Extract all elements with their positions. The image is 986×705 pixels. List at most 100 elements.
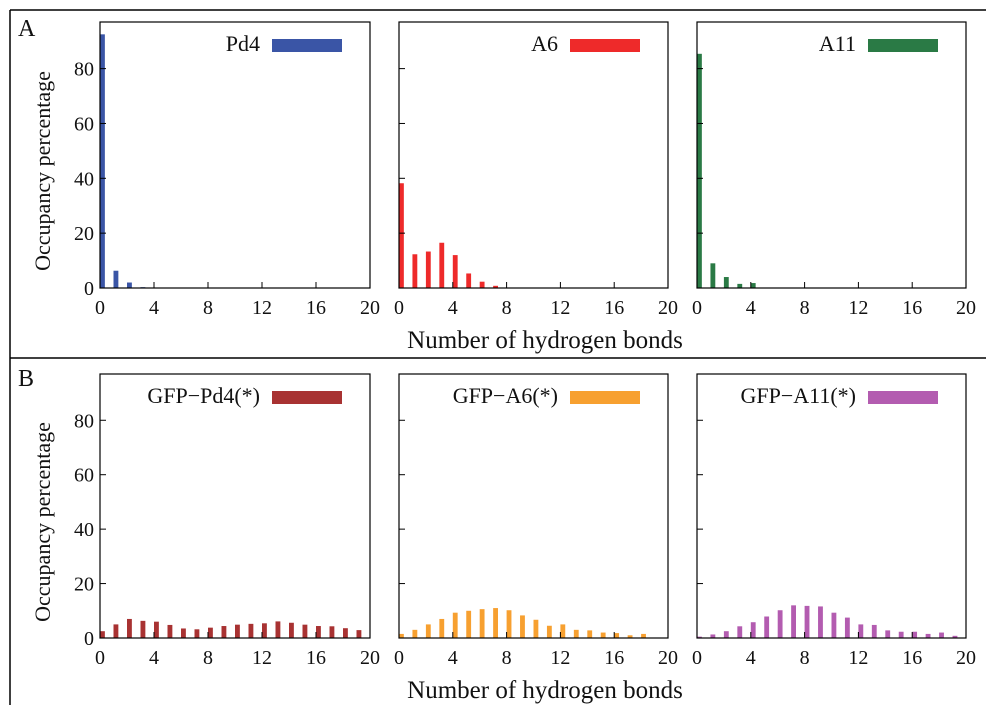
bar-a6-1	[412, 254, 418, 288]
x-tick-label-gfp-a11-0: 0	[692, 647, 702, 669]
bar-gfp-pd4-13	[275, 621, 281, 638]
bar-gfp-a6-15	[600, 632, 606, 638]
bar-gfp-a11-14	[885, 630, 891, 638]
legend-label-pd4: Pd4	[226, 31, 260, 56]
legend-label-a11: A11	[819, 31, 856, 56]
bar-gfp-pd4-15	[302, 624, 308, 638]
x-tick-label-a11-20: 20	[956, 297, 976, 319]
legend-swatch-a6	[570, 39, 640, 52]
y-tick-label-pd4-20: 20	[74, 223, 94, 245]
chart-a6: 0 4 8 12 16 20 A6	[394, 21, 678, 319]
plot-frame-gfp-pd4	[99, 373, 371, 639]
bar-gfp-a11-8	[804, 605, 810, 638]
bar-gfp-a6-7	[493, 608, 498, 638]
x-tick-label-gfp-a6-16: 16	[604, 647, 624, 669]
bar-a11-1	[710, 263, 716, 288]
x-tick-label-gfp-a11-4: 4	[746, 647, 756, 669]
bar-gfp-pd4-2	[127, 618, 132, 638]
plot-frame-a11	[696, 21, 967, 289]
legend-swatch-gfp-a6	[570, 391, 640, 404]
bar-gfp-a11-3	[737, 626, 743, 638]
chart-a11: 0 4 8 12 16 20 A11	[692, 21, 976, 319]
bar-gfp-a11-15	[898, 631, 904, 638]
bar-gfp-a6-10	[533, 619, 539, 638]
legend-label-a6: A6	[531, 31, 558, 56]
bar-gfp-a6-12	[560, 624, 566, 638]
x-tick-label-pd4-4: 4	[149, 297, 159, 319]
bar-a11-2	[723, 277, 729, 288]
bar-gfp-pd4-16	[316, 626, 321, 638]
bar-a11-0	[697, 53, 702, 289]
bar-gfp-pd4-14	[289, 622, 294, 638]
bar-gfp-a11-0	[697, 636, 702, 638]
bar-gfp-a6-6	[479, 609, 485, 638]
x-tick-label-gfp-a11-12: 12	[848, 647, 868, 669]
chart-gfp-a6: 0 4 8 12 16 20 GFP−A6(*)	[394, 373, 678, 669]
legend-swatch-a11	[868, 39, 938, 52]
bar-gfp-a11-19	[952, 635, 958, 638]
bar-gfp-a6-14	[587, 630, 593, 638]
y-tick-label-gfp-pd4-20: 20	[74, 574, 94, 596]
bar-a6-5	[466, 273, 472, 288]
bar-gfp-a11-5	[764, 616, 770, 638]
bar-gfp-a6-3	[439, 618, 445, 638]
bar-gfp-pd4-1	[113, 624, 119, 638]
bar-a6-2	[425, 251, 431, 288]
legend-swatch-pd4	[272, 39, 342, 52]
bar-gfp-pd4-4	[154, 621, 159, 638]
bar-gfp-a6-8	[506, 610, 512, 638]
x-tick-label-a11-16: 16	[902, 297, 922, 319]
x-axis-label-a: Number of hydrogen bonds	[407, 327, 683, 354]
bar-pd4-2	[127, 282, 132, 288]
panel-letter-b: B	[18, 366, 34, 392]
panel-letter-a: A	[18, 16, 36, 42]
bar-gfp-a11-10	[831, 612, 837, 638]
bar-gfp-pd4-19	[356, 630, 362, 638]
x-tick-label-gfp-a11-16: 16	[902, 647, 922, 669]
x-tick-label-gfp-a6-8: 8	[502, 647, 512, 669]
bar-gfp-a6-13	[573, 629, 579, 638]
legend-label-gfp-a11: GFP−A11(*)	[741, 383, 857, 408]
bar-gfp-a11-16	[912, 631, 918, 638]
bar-gfp-pd4-0	[100, 631, 105, 638]
legend-swatch-gfp-pd4	[272, 391, 342, 404]
bar-gfp-pd4-18	[343, 628, 348, 638]
x-tick-label-gfp-a11-8: 8	[800, 647, 810, 669]
x-tick-label-gfp-pd4-16: 16	[306, 647, 326, 669]
bar-gfp-a11-4	[750, 622, 756, 638]
y-tick-label-pd4-80: 80	[74, 59, 94, 81]
x-tick-label-gfp-pd4-4: 4	[149, 647, 159, 669]
bar-gfp-a6-16	[614, 633, 620, 638]
bar-gfp-pd4-5	[167, 624, 173, 638]
y-axis-label-a: Occupancy percentage	[30, 71, 55, 271]
bar-a11-3	[737, 283, 743, 288]
bar-a6-6	[479, 281, 485, 288]
chart-gfp-pd4: 0 4 8 12 16 20 0 20 40 60 80 GFP−Pd4(*)	[74, 373, 380, 669]
plot-frame-pd4	[99, 21, 371, 289]
x-tick-label-a11-8: 8	[800, 297, 810, 319]
bar-gfp-a6-9	[520, 615, 525, 638]
bar-gfp-a11-9	[818, 606, 823, 638]
bar-gfp-a11-7	[791, 605, 796, 638]
x-tick-label-a11-0: 0	[692, 297, 702, 319]
y-tick-label-pd4-40: 40	[74, 168, 94, 190]
x-tick-label-gfp-pd4-0: 0	[95, 647, 105, 669]
bar-gfp-pd4-9	[221, 626, 227, 638]
bar-gfp-a11-6	[777, 610, 783, 638]
y-tick-label-gfp-pd4-80: 80	[74, 410, 94, 432]
bar-gfp-pd4-3	[140, 620, 146, 638]
bar-gfp-a6-11	[546, 625, 552, 638]
x-tick-label-a6-20: 20	[658, 297, 678, 319]
x-tick-label-pd4-12: 12	[252, 297, 272, 319]
bar-gfp-a6-4	[452, 612, 458, 638]
x-tick-label-gfp-a6-12: 12	[550, 647, 570, 669]
bar-a6-3	[439, 242, 445, 288]
y-axis-label-b: Occupancy percentage	[30, 422, 55, 622]
bar-gfp-pd4-7	[194, 629, 200, 638]
chart-pd4: 0 4 8 12 16 20 0 20 40 60 80 Pd4	[74, 21, 380, 319]
y-tick-label-gfp-pd4-0: 0	[84, 628, 94, 650]
bar-gfp-a6-1	[412, 629, 418, 638]
bar-gfp-a6-18	[641, 633, 646, 638]
bar-gfp-pd4-11	[248, 623, 254, 638]
